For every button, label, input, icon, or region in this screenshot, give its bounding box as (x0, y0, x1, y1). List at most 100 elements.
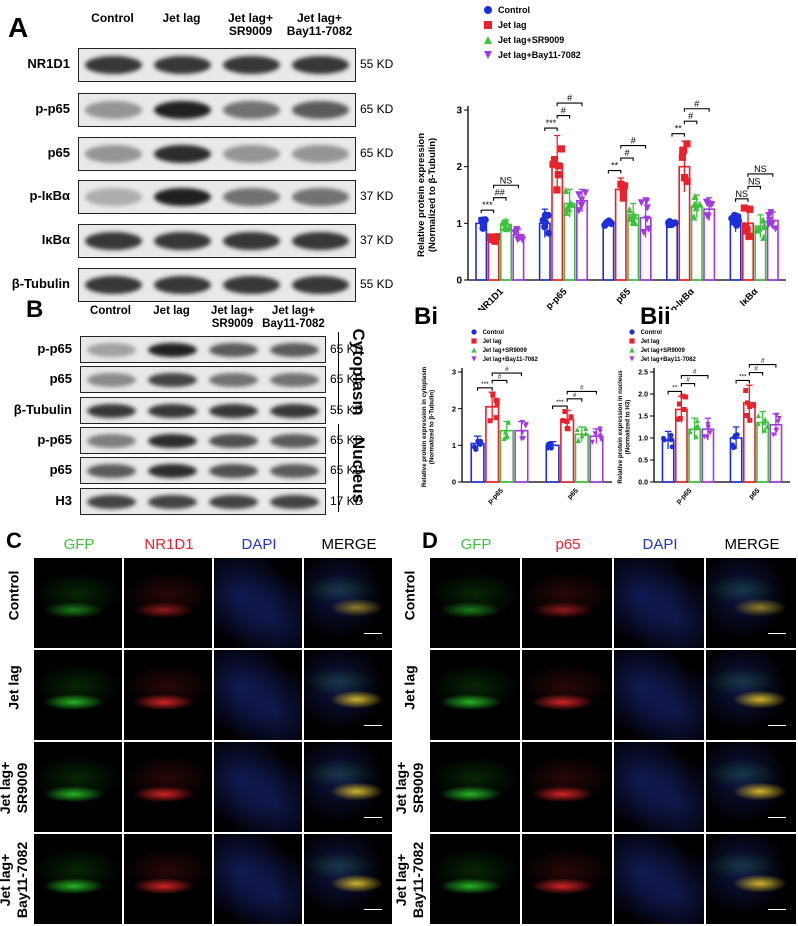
data-point (678, 153, 686, 161)
legend-marker-jetlag (629, 338, 635, 344)
legend-label: Jet lag (641, 339, 660, 345)
blot-band (223, 188, 280, 206)
data-point (568, 414, 574, 420)
data-point (687, 429, 693, 435)
data-point (602, 219, 610, 227)
blot-row-label: NR1D1 (27, 56, 70, 71)
micrograph-tile (430, 558, 520, 648)
micrograph-tile (124, 834, 212, 924)
blot-band (154, 56, 211, 74)
data-point (554, 171, 562, 179)
blot-band (87, 494, 136, 509)
data-point (695, 423, 701, 429)
blot-band (85, 56, 142, 74)
y-tick-label: 3 (452, 368, 456, 377)
blot-row-label: p65 (49, 370, 72, 386)
legend-marker-sr9009 (629, 347, 635, 353)
micrograph-tile (522, 834, 612, 924)
panel-letter: C (6, 528, 22, 553)
significance-bracket (671, 133, 685, 137)
blot-band (209, 403, 258, 418)
data-point (774, 412, 780, 418)
significance-bracket (480, 209, 495, 214)
significance-bracket (667, 390, 682, 395)
x-tick-label: p-p65 (675, 487, 693, 505)
data-point (576, 438, 582, 444)
scale-bar (768, 633, 786, 634)
blot-strip (80, 427, 326, 454)
blot-strip (78, 268, 356, 302)
data-point (755, 224, 763, 233)
data-point (747, 417, 753, 423)
data-point (592, 431, 598, 437)
blot-band (270, 372, 319, 387)
blot-row-label: p65 (47, 145, 70, 160)
micrograph-tile (214, 834, 302, 924)
blot-band (270, 463, 319, 478)
micrograph-tile (304, 834, 392, 924)
data-point (770, 432, 776, 438)
x-tick-label: p65 (748, 487, 762, 501)
blot-kd-label: 37 KD (360, 233, 394, 247)
row-label: Control (401, 570, 418, 621)
blot-band (154, 188, 211, 206)
blot-band (85, 188, 142, 206)
data-point (751, 402, 757, 408)
data-point (705, 424, 711, 430)
blot-band (154, 276, 211, 294)
significance-label: NS (736, 189, 749, 199)
bar (545, 444, 560, 483)
channel-label: p65 (555, 536, 581, 553)
legend-label: Jet lag (498, 20, 527, 30)
data-point (628, 213, 636, 221)
blot-band (209, 372, 258, 387)
data-point (740, 204, 748, 212)
data-point (511, 229, 519, 237)
data-point (568, 200, 576, 208)
blot-band (85, 145, 142, 163)
blot-band (154, 232, 211, 250)
significance-label: # (580, 384, 584, 391)
significance-label: *** (546, 118, 557, 128)
blot-column-label: Jet lag+ Bay11-7082 (286, 11, 353, 38)
blot-band (148, 342, 197, 357)
data-point (776, 415, 782, 421)
blot-row-label: p-p65 (37, 340, 72, 356)
data-point (744, 412, 750, 418)
cytoplasm-bracket (338, 332, 339, 414)
significance-bracket (556, 115, 571, 119)
legend-label: Jet lag+SR9009 (641, 348, 686, 354)
blot-row-label: β-Tubulin (11, 276, 70, 291)
blot-band (148, 494, 197, 509)
micrograph-tile (706, 558, 796, 648)
data-point (519, 419, 525, 425)
data-point (643, 215, 651, 223)
legend-marker-sr9009 (484, 36, 492, 44)
significance-bracket (491, 379, 508, 384)
blot-band (270, 342, 319, 357)
blot-row-label: p-p65 (37, 431, 72, 447)
blot-row-label: p-p65 (35, 101, 70, 116)
data-point (681, 407, 687, 413)
data-point (575, 191, 583, 199)
channel-label: MERGE (321, 536, 377, 553)
blot-strip (78, 224, 356, 258)
legend-marker-bay (484, 51, 492, 59)
data-point (696, 200, 704, 208)
blot-strip (80, 366, 326, 393)
micrograph-tile (214, 650, 302, 740)
scale-bar (768, 725, 786, 726)
significance-label: # (624, 148, 629, 158)
blot-row-label: β-Tubulin (13, 401, 72, 417)
legend-label: Jet lag+Bay11-7082 (498, 50, 581, 60)
y-tick-label: 0.0 (638, 479, 648, 486)
blot-band (292, 101, 349, 119)
y-tick-label: 0 (456, 276, 462, 287)
data-point (487, 418, 493, 424)
blot-kd-label: 37 KD (360, 189, 394, 203)
data-point (557, 145, 565, 153)
data-point (578, 201, 586, 209)
data-point (541, 218, 549, 226)
micrograph-tile (304, 742, 392, 832)
channel-label: NR1D1 (144, 536, 194, 553)
